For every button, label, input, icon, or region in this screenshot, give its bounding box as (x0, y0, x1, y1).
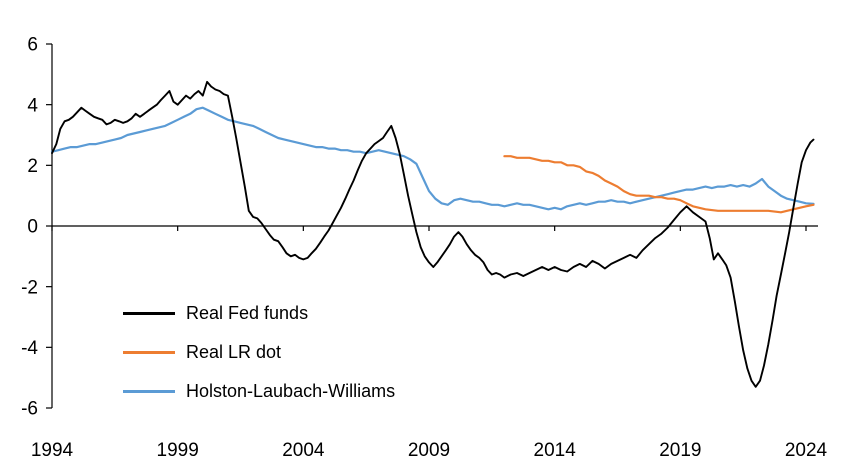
x-tick-label: 1999 (157, 440, 199, 461)
legend-line-swatch-real-fed-funds (123, 312, 175, 315)
x-tick-label: 2014 (534, 440, 577, 461)
y-tick-label: 2 (27, 156, 38, 177)
y-tick-label: -2 (21, 277, 38, 298)
y-tick-label: -4 (21, 338, 38, 359)
series-line-real-fed-funds (51, 80, 815, 388)
x-tick-label: 2004 (282, 440, 325, 461)
y-tick-label: 6 (27, 35, 38, 56)
x-tick-label: 2024 (785, 440, 828, 461)
legend-item-real-lr-dot: Real LR dot (123, 333, 395, 372)
legend-label-holston-laubach-williams: Holston-Laubach-Williams (186, 381, 396, 401)
series-line-holston-laubach-williams (50, 106, 815, 211)
legend-line-swatch-real-lr-dot (123, 351, 175, 354)
series-line-real-lr-dot (503, 155, 815, 214)
legend-label-real-lr-dot: Real LR dot (186, 342, 282, 362)
x-tick-label: 2009 (408, 440, 450, 461)
x-tick-label: 2019 (659, 440, 701, 461)
legend-label-real-fed-funds: Real Fed funds (186, 303, 309, 323)
legend-line-swatch-holston-laubach-williams (123, 390, 175, 393)
legend-item-real-fed-funds: Real Fed funds (123, 294, 395, 333)
x-tick-label: 1994 (31, 440, 74, 461)
legend-item-holston-laubach-williams: Holston-Laubach-Williams (123, 372, 395, 411)
y-tick-label: -6 (21, 399, 38, 420)
chart-legend: Real Fed funds Real LR dot Holston-Lauba… (123, 294, 395, 411)
y-tick-label: 0 (27, 217, 38, 238)
y-tick-label: 4 (27, 95, 38, 116)
